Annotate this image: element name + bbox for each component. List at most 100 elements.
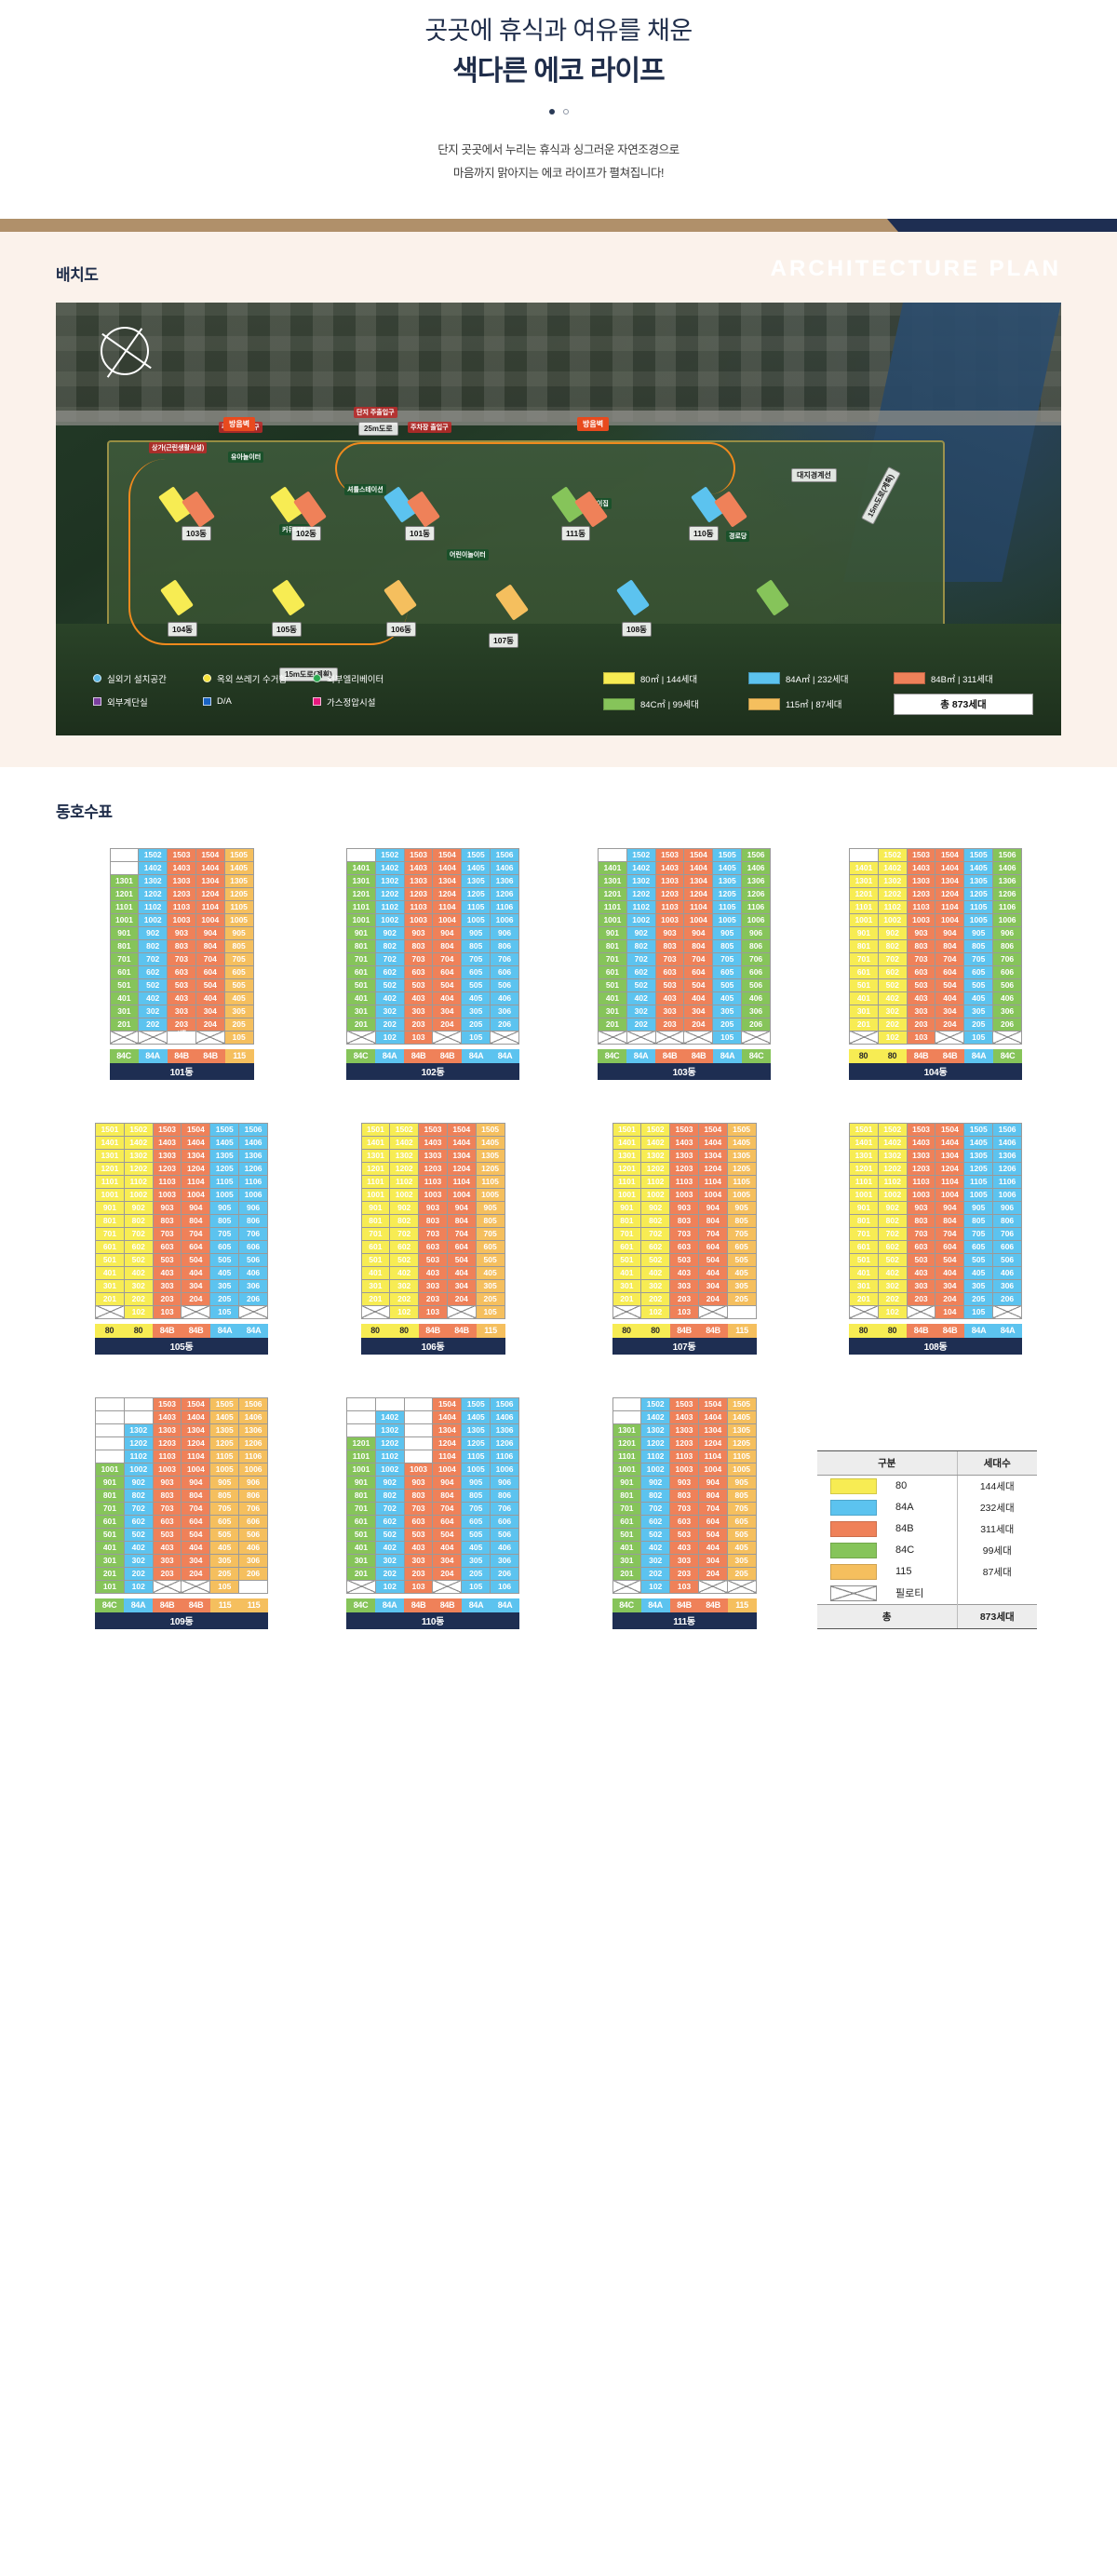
unit-cell[interactable]: 705 [963,951,994,966]
unit-cell[interactable]: 1503 [152,1396,182,1411]
unit-cell[interactable]: 1006 [238,1462,268,1477]
unit-cell[interactable]: 405 [223,991,254,1005]
unit-cell[interactable]: 1001 [849,912,879,927]
unit-cell[interactable]: 1502 [640,1122,671,1137]
unit-cell[interactable]: 1102 [877,899,908,914]
unit-cell[interactable]: 1401 [346,860,376,875]
unit-cell[interactable]: 1004 [181,1462,211,1477]
unit-cell[interactable]: 905 [461,1475,491,1490]
unit-cell[interactable]: 304 [697,1278,728,1293]
unit-cell[interactable]: 801 [612,1488,642,1503]
unit-cell[interactable]: 901 [849,1200,879,1215]
unit-cell[interactable]: 1402 [626,860,656,875]
unit-cell[interactable]: 1403 [167,860,196,875]
unit-cell[interactable]: 401 [109,991,140,1005]
unit-cell[interactable]: 802 [138,938,168,953]
unit-cell[interactable]: 401 [612,1540,642,1555]
facility-cell[interactable]: 셔틀 스테이션 [167,1030,196,1045]
unit-cell[interactable]: 1405 [726,1409,757,1424]
unit-cell[interactable]: 606 [992,1239,1022,1254]
unit-cell[interactable]: 1102 [389,1174,420,1189]
unit-cell[interactable]: 904 [446,1200,477,1215]
unit-cell[interactable]: 803 [418,1213,448,1228]
unit-cell[interactable]: 801 [95,1488,125,1503]
unit-cell[interactable]: 105 [461,1579,491,1594]
unit-cell[interactable]: 405 [209,1540,240,1555]
unit-cell[interactable]: 1405 [963,860,994,875]
unit-cell[interactable]: 703 [167,951,196,966]
unit-cell[interactable]: 706 [741,951,771,966]
unit-cell[interactable]: 1502 [877,1122,908,1137]
unit-cell[interactable]: 1403 [906,1135,936,1150]
unit-cell[interactable]: 1301 [612,1423,642,1437]
unit-cell[interactable]: 1003 [152,1462,182,1477]
unit-cell[interactable]: 1502 [626,847,656,862]
unit-cell[interactable]: 1403 [418,1135,448,1150]
unit-cell[interactable]: 1204 [697,1161,728,1176]
unit-cell[interactable]: 202 [640,1566,671,1581]
unit-cell[interactable]: 1302 [626,873,656,888]
unit-cell[interactable]: 302 [389,1278,420,1293]
carousel-dot-active[interactable] [548,108,555,115]
unit-cell[interactable]: 806 [490,938,519,953]
unit-cell[interactable]: 1201 [598,886,627,901]
unit-cell[interactable]: 803 [152,1213,182,1228]
unit-cell[interactable]: 904 [181,1475,211,1490]
unit-cell[interactable]: 605 [461,964,491,979]
unit-cell[interactable]: 502 [640,1252,671,1267]
unit-cell[interactable]: 905 [209,1200,240,1215]
unit-cell[interactable]: 901 [95,1200,125,1215]
unit-cell[interactable]: 1401 [598,860,627,875]
unit-cell[interactable]: 902 [877,925,908,940]
unit-cell[interactable]: 1102 [374,899,405,914]
unit-cell[interactable]: 1106 [992,899,1022,914]
unit-cell[interactable]: 1106 [741,899,771,914]
unit-cell[interactable]: 201 [612,1291,642,1306]
unit-cell[interactable]: 702 [123,1226,154,1241]
unit-cell[interactable]: 805 [461,1488,491,1503]
unit-cell[interactable]: 902 [123,1475,154,1490]
unit-cell[interactable]: 303 [403,1004,434,1018]
unit-cell[interactable]: 1402 [877,860,908,875]
unit-cell[interactable]: 1101 [360,1174,391,1189]
unit-cell[interactable]: 1105 [712,899,743,914]
unit-cell[interactable]: 1404 [935,1135,965,1150]
unit-cell[interactable]: 506 [490,978,519,992]
unit-cell[interactable]: 1005 [461,912,491,927]
unit-cell[interactable]: 405 [712,991,743,1005]
unit-cell[interactable]: 701 [598,951,627,966]
unit-cell[interactable]: 1106 [238,1174,268,1189]
unit-cell[interactable]: 1102 [640,1174,671,1189]
unit-cell[interactable]: 1304 [683,873,714,888]
unit-cell[interactable]: 606 [238,1514,268,1529]
unit-cell[interactable]: 703 [403,951,434,966]
unit-cell[interactable]: 604 [195,964,225,979]
unit-cell[interactable]: 703 [906,1226,936,1241]
unit-cell[interactable]: 301 [346,1553,376,1568]
unit-cell[interactable]: 204 [697,1291,728,1306]
unit-cell[interactable]: 303 [669,1553,699,1568]
unit-cell[interactable]: 701 [849,1226,879,1241]
unit-cell[interactable]: 103 [906,1030,936,1045]
unit-cell[interactable]: 602 [626,964,656,979]
unit-cell[interactable]: 502 [374,1527,405,1542]
unit-cell[interactable]: 405 [963,991,994,1005]
unit-cell[interactable]: 403 [167,991,196,1005]
unit-cell[interactable]: 606 [238,1239,268,1254]
unit-cell[interactable]: 802 [123,1488,154,1503]
unit-cell[interactable]: 105 [963,1304,994,1319]
unit-cell[interactable]: 1203 [906,1161,936,1176]
unit-cell[interactable]: 1006 [490,1462,519,1477]
unit-cell[interactable]: 1206 [238,1436,268,1450]
unit-cell[interactable]: 502 [626,978,656,992]
unit-cell[interactable]: 102 [877,1030,908,1045]
unit-cell[interactable]: 1003 [654,912,685,927]
unit-cell[interactable]: 1505 [963,1122,994,1137]
unit-cell[interactable]: 506 [992,1252,1022,1267]
unit-cell[interactable]: 905 [726,1475,757,1490]
unit-cell[interactable]: 1206 [490,886,519,901]
unit-cell[interactable]: 405 [209,1265,240,1280]
unit-cell[interactable]: 1304 [181,1423,211,1437]
unit-cell[interactable]: 305 [475,1278,505,1293]
unit-cell[interactable]: 1505 [712,847,743,862]
